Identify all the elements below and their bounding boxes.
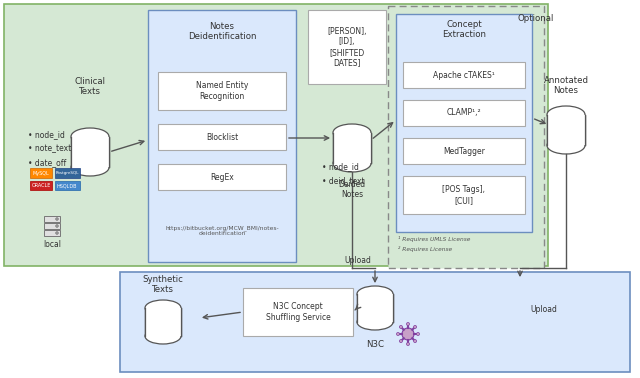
Text: PostgreSQL: PostgreSQL [55,171,79,175]
Text: • node_id
• deid_text: • node_id • deid_text [322,162,365,185]
Bar [333,133,371,163]
Text: local: local [43,240,61,249]
Text: Synthetic
Texts: Synthetic Texts [143,274,184,294]
Text: ORACLE: ORACLE [31,183,51,188]
Text: Named Entity
Recognition: Named Entity Recognition [196,81,248,101]
Text: Optional: Optional [518,14,554,23]
Text: Apache cTAKES¹: Apache cTAKES¹ [433,71,495,79]
Bar [55,168,80,178]
Text: ² Requires License: ² Requires License [398,246,452,252]
Bar [44,216,60,222]
Bar [403,176,525,214]
Text: [POS Tags],
[CUI]: [POS Tags], [CUI] [442,185,486,205]
Text: • node_id
• note_text
• date_off: • node_id • note_text • date_off [28,130,71,167]
Text: ¹ Requires UMLS License: ¹ Requires UMLS License [398,236,470,242]
Circle shape [397,333,399,336]
Text: HSQLDB: HSQLDB [57,183,77,188]
Text: Clinical
Texts: Clinical Texts [74,77,106,96]
Bar [243,288,353,336]
Bar [403,62,525,88]
Bar [357,294,393,322]
Bar [333,133,371,163]
Bar [30,181,52,190]
Bar [403,138,525,164]
Circle shape [413,325,417,328]
Bar [30,168,52,178]
Bar [388,6,544,268]
Text: RegEx: RegEx [210,172,234,181]
Text: MedTagger: MedTagger [443,147,485,155]
Text: [PERSON],
[ID],
[SHIFTED
DATES]: [PERSON], [ID], [SHIFTED DATES] [327,27,367,67]
Ellipse shape [333,155,371,172]
Circle shape [413,339,417,342]
Text: N3C Concept
Shuffling Service: N3C Concept Shuffling Service [266,302,330,322]
Bar [403,100,525,126]
Bar [396,14,532,232]
Text: Deided
Notes: Deided Notes [339,180,365,200]
Text: Concept
Extraction: Concept Extraction [442,20,486,39]
Bar [4,4,548,266]
Bar [120,272,630,372]
Text: Annotated
Notes: Annotated Notes [543,76,589,95]
Ellipse shape [547,106,585,123]
Text: Blocklist: Blocklist [206,133,238,141]
Text: MySQL: MySQL [33,170,49,175]
Bar [547,115,585,146]
Bar [71,136,109,167]
Bar [547,115,585,146]
Text: N3C: N3C [366,340,384,349]
Circle shape [399,339,403,342]
Text: Upload: Upload [344,256,371,265]
Text: Notes
Deidentification: Notes Deidentification [188,22,256,42]
Ellipse shape [145,328,181,344]
Bar [44,230,60,236]
Circle shape [406,342,410,345]
Circle shape [402,328,414,340]
Bar [145,308,181,336]
Circle shape [417,333,419,336]
Bar [44,223,60,229]
Bar [158,164,286,190]
Bar [55,181,80,190]
Bar [145,308,181,336]
Bar [71,136,109,167]
Bar [158,72,286,110]
Ellipse shape [145,300,181,316]
Ellipse shape [333,124,371,141]
Ellipse shape [71,159,109,176]
Ellipse shape [56,225,58,227]
Ellipse shape [357,314,393,330]
Bar [308,10,386,84]
Ellipse shape [547,137,585,154]
Circle shape [406,322,410,325]
Ellipse shape [71,128,109,145]
Text: https://bitbucket.org/MCW_BMI/notes-
deidentification: https://bitbucket.org/MCW_BMI/notes- dei… [165,225,279,237]
Text: CLAMP¹,²: CLAMP¹,² [447,108,481,118]
Ellipse shape [357,286,393,302]
Text: Upload: Upload [530,305,557,314]
Circle shape [399,325,403,328]
Ellipse shape [56,218,58,220]
Bar [158,124,286,150]
Bar [148,10,296,262]
Bar [357,294,393,322]
Ellipse shape [56,232,58,234]
